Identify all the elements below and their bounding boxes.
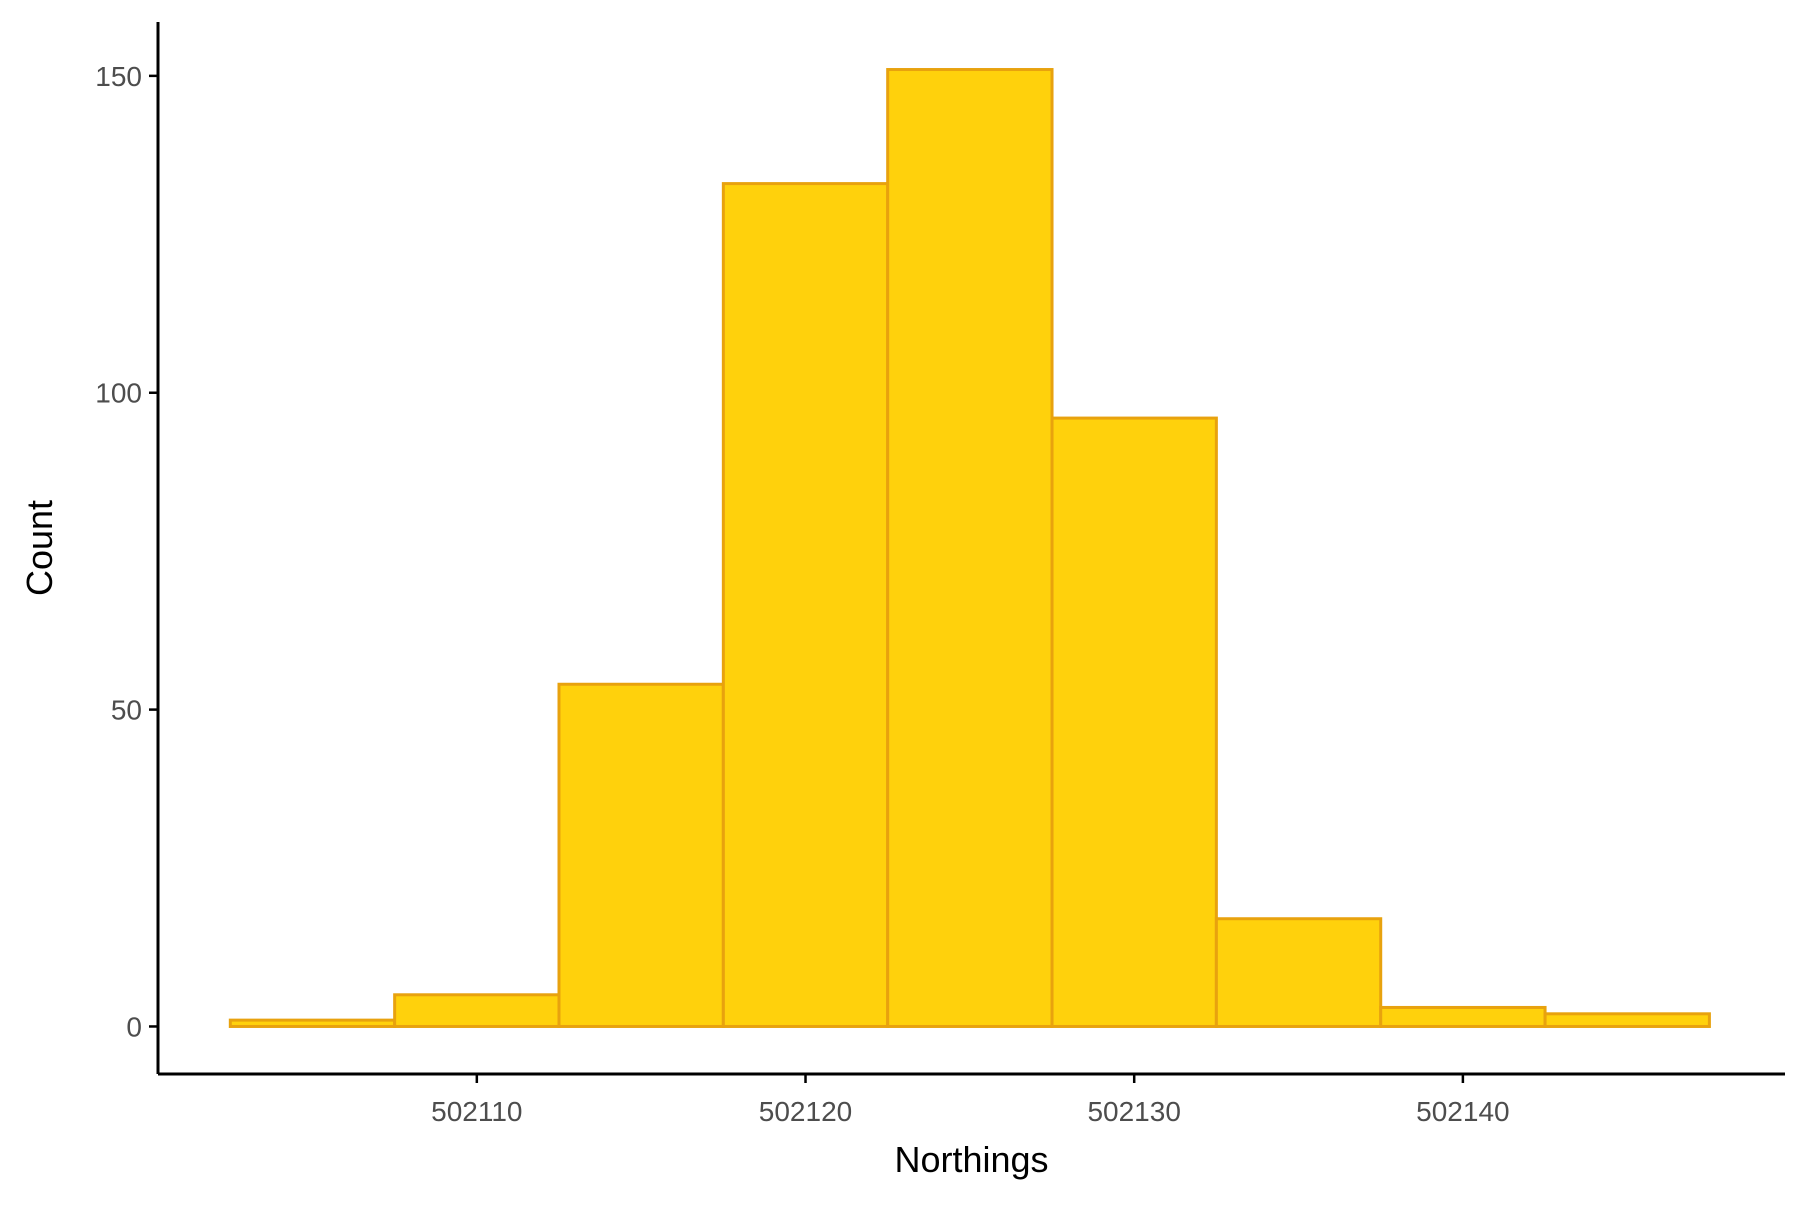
histogram-bar-8	[1379, 1005, 1547, 1028]
histogram-bar-6	[1050, 416, 1218, 1028]
x-tick-label: 502110	[431, 1096, 522, 1127]
axes-layer	[156, 22, 1785, 1076]
ticks-layer: 502110 502120 502130 502140 0 50 100 150	[95, 61, 1509, 1127]
histogram-bar-3	[557, 682, 725, 1028]
histogram-bar-9	[1543, 1012, 1711, 1028]
x-tick-label: 502120	[759, 1096, 852, 1127]
x-tick-label: 502130	[1087, 1096, 1180, 1127]
histogram-bar-4	[721, 182, 890, 1028]
x-axis-title: Northings	[894, 1139, 1048, 1180]
histogram-bar-7	[1214, 917, 1383, 1028]
histogram-bar-1	[228, 1018, 397, 1028]
histogram-bar-5	[886, 68, 1054, 1028]
y-tick-label: 50	[111, 695, 142, 726]
x-tick-label: 502140	[1416, 1096, 1509, 1127]
histogram-bar-2	[393, 993, 561, 1028]
y-tick-label: 100	[95, 378, 142, 409]
y-axis-title: Count	[19, 500, 60, 596]
bars-layer	[228, 68, 1711, 1028]
y-tick-label: 0	[126, 1011, 142, 1042]
y-tick-label: 150	[95, 61, 142, 92]
